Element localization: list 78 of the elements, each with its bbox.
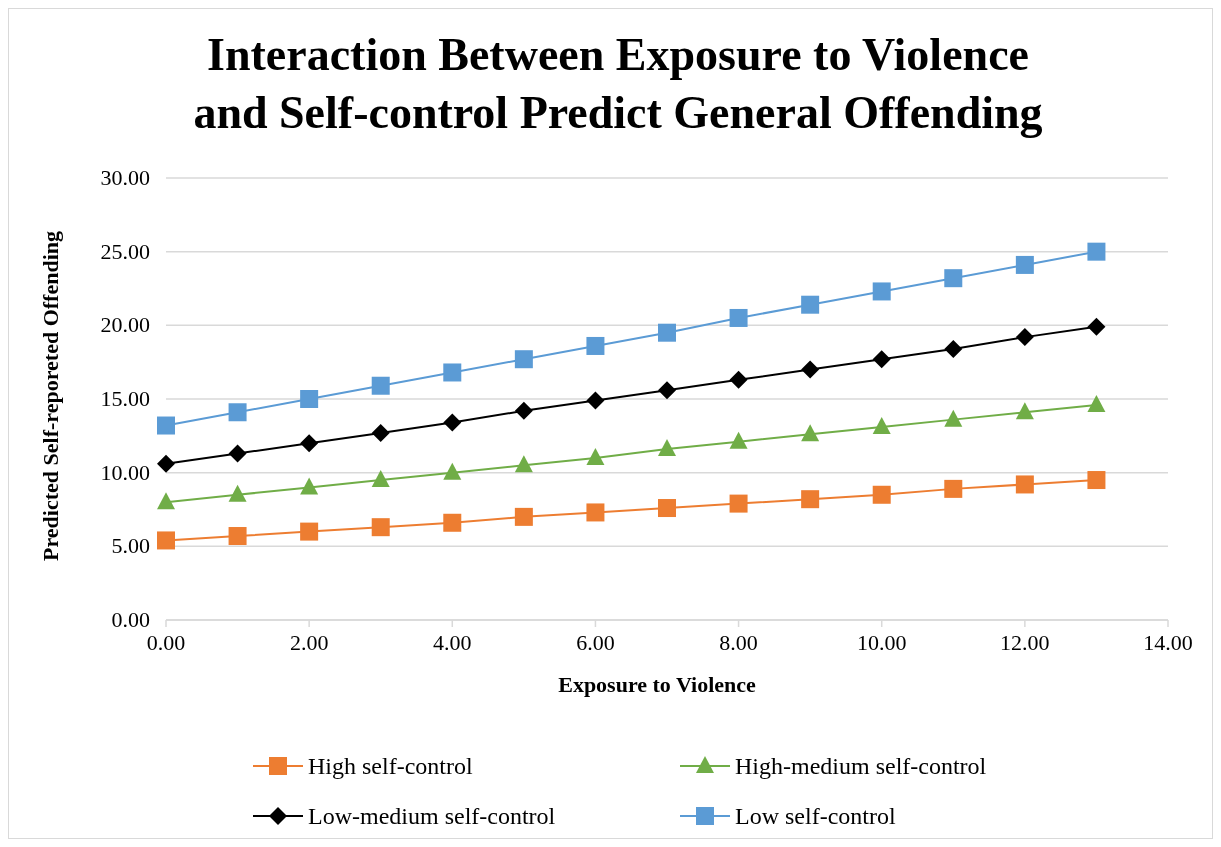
point <box>1087 394 1106 412</box>
point <box>300 390 319 408</box>
point <box>228 527 247 546</box>
y-tick-label: 15.00 <box>100 386 150 411</box>
point <box>157 531 175 550</box>
y-tick-label: 5.00 <box>111 533 150 559</box>
point <box>1015 255 1034 274</box>
point <box>228 444 247 463</box>
point <box>157 416 175 435</box>
point <box>1015 402 1034 420</box>
point <box>944 479 963 498</box>
y-axis-title: Predicted Self-reporeted Offending <box>38 231 63 561</box>
y-tick-label: 0.00 <box>111 607 150 632</box>
point <box>872 282 891 301</box>
point <box>228 403 247 422</box>
point <box>586 447 605 465</box>
legend-label: High-medium self-control <box>735 753 987 779</box>
point <box>1087 471 1106 490</box>
point <box>1015 475 1034 494</box>
point <box>586 336 605 355</box>
point <box>443 363 462 382</box>
x-axis-title: Exposure to Violence <box>558 672 757 697</box>
point <box>300 477 319 495</box>
x-tick-label: 12.00 <box>1000 630 1050 655</box>
point <box>371 518 390 537</box>
point <box>371 376 390 395</box>
x-tick-label: 10.00 <box>856 630 907 655</box>
x-tick-label: 8.00 <box>719 630 758 655</box>
x-tick-label: 14.00 <box>1143 630 1193 655</box>
legend-label: High self-control <box>308 753 473 779</box>
point <box>944 409 963 427</box>
x-tick-label: 6.00 <box>576 630 615 655</box>
point <box>443 513 462 532</box>
point <box>658 439 676 457</box>
point <box>443 413 462 432</box>
point <box>801 360 820 379</box>
point <box>300 434 319 453</box>
y-tick-label: 20.00 <box>100 312 150 338</box>
point <box>514 507 533 526</box>
x-tick-label: 0.00 <box>146 630 186 655</box>
point <box>729 431 748 449</box>
point <box>1087 317 1106 336</box>
point <box>157 492 175 510</box>
point <box>157 454 175 473</box>
point <box>586 503 605 522</box>
point <box>228 484 247 502</box>
point <box>801 490 820 509</box>
point <box>729 308 748 327</box>
point <box>872 485 891 504</box>
x-tick-label: 2.00 <box>289 630 329 655</box>
point <box>801 424 820 442</box>
point <box>801 295 820 314</box>
point <box>371 423 390 442</box>
point <box>872 416 891 434</box>
point <box>658 323 676 342</box>
point <box>443 462 462 480</box>
x-tick-label: 4.00 <box>433 630 472 655</box>
point <box>1087 242 1106 261</box>
point <box>729 370 748 389</box>
point <box>300 522 319 541</box>
point <box>872 350 891 369</box>
point <box>1015 328 1034 347</box>
y-tick-label: 10.00 <box>100 459 150 485</box>
y-tick-label: 25.00 <box>100 238 150 264</box>
point <box>729 494 748 513</box>
point <box>586 391 605 410</box>
point <box>658 499 676 518</box>
legend-label: Low-medium self-control <box>308 803 556 829</box>
y-tick-label: 30.00 <box>100 165 150 190</box>
point <box>944 269 963 288</box>
point <box>514 455 533 473</box>
point <box>371 470 390 488</box>
point <box>514 350 533 369</box>
chart-title: Interaction Between Exposure to Violence and Self-control Predict General Offending <box>193 29 1043 138</box>
point <box>944 339 963 358</box>
legend-label: Low self-control <box>735 803 896 829</box>
point <box>658 381 676 400</box>
point <box>514 401 533 420</box>
